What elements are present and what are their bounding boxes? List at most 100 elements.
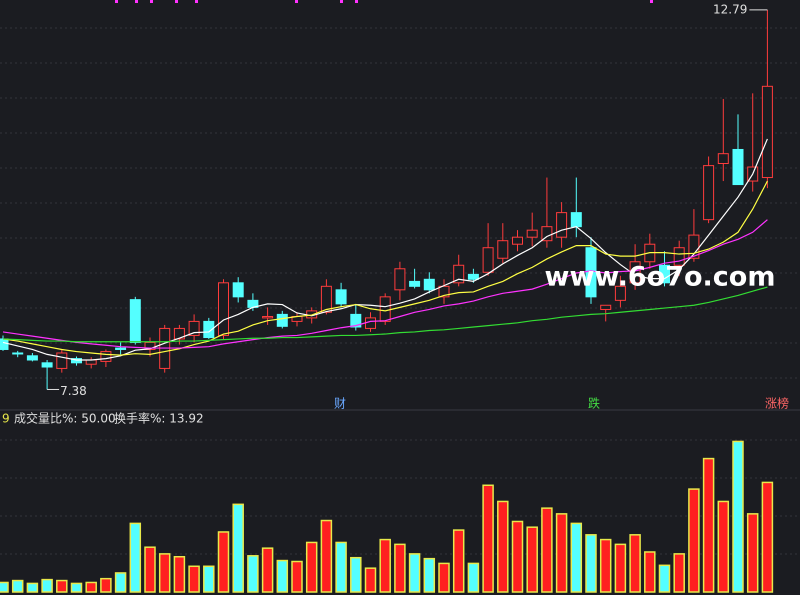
candle-body xyxy=(526,229,538,238)
candle-body xyxy=(556,212,568,238)
volume-bar xyxy=(526,526,538,593)
candle-body xyxy=(438,285,450,298)
candle-body xyxy=(262,315,274,319)
event-tick xyxy=(650,0,653,3)
volume-bar xyxy=(482,484,494,593)
candle-body xyxy=(453,264,465,284)
candle-body xyxy=(56,352,68,369)
volume-bar xyxy=(291,560,303,593)
volume-bar xyxy=(673,553,685,593)
candle-body xyxy=(203,320,215,339)
candle-body xyxy=(673,247,685,266)
moving-average xyxy=(2,219,768,349)
candle-body xyxy=(423,278,435,291)
candle-body xyxy=(512,236,523,245)
volume-bar xyxy=(129,522,142,593)
volume-bar xyxy=(761,481,774,593)
candle-body xyxy=(100,351,112,362)
candle-body xyxy=(276,313,288,327)
volume-bar xyxy=(585,534,597,593)
candle-body xyxy=(350,313,362,328)
low-label: 7.38 xyxy=(60,384,87,398)
volume-bar xyxy=(467,562,480,593)
turnover-rate: 换手率%: 13.92 xyxy=(114,411,204,426)
event-tick xyxy=(150,0,153,3)
candle-body xyxy=(717,153,729,165)
candle-body xyxy=(320,285,332,313)
candle-body xyxy=(232,282,244,298)
volume-bar xyxy=(188,565,200,593)
volume-bar xyxy=(158,553,171,593)
candle-body xyxy=(614,285,626,301)
volume-bar xyxy=(85,581,97,593)
event-tick xyxy=(175,0,178,3)
volume-ratio: 成交量比%: 50.00 xyxy=(14,411,116,426)
volume-bar xyxy=(702,457,715,593)
rise-tag: 涨榜 xyxy=(765,396,789,411)
volume-bar xyxy=(0,581,9,593)
volume-bar xyxy=(203,565,215,593)
moving-average xyxy=(2,138,768,361)
event-tick xyxy=(135,0,138,3)
indicator-id: 9 xyxy=(2,412,10,426)
volume-bar xyxy=(305,541,318,593)
volume-bar xyxy=(232,503,244,593)
candle-body xyxy=(129,299,141,343)
volume-bar xyxy=(26,582,39,593)
candle-body xyxy=(144,341,156,350)
candle-body xyxy=(467,273,479,280)
candle-body xyxy=(732,148,744,186)
candle-body xyxy=(26,355,38,361)
volume-bar xyxy=(688,488,700,593)
volume-bar xyxy=(423,557,436,593)
volume-bar xyxy=(379,538,391,593)
volume-bar xyxy=(394,543,406,593)
volume-bar xyxy=(173,555,186,593)
candle-body xyxy=(173,327,185,340)
volume-bar xyxy=(541,507,553,593)
candle-body xyxy=(703,165,715,221)
candle-body xyxy=(0,338,9,350)
event-tick xyxy=(295,0,298,3)
candle-body xyxy=(41,362,53,368)
event-tick xyxy=(340,0,343,3)
volume-bar xyxy=(644,551,656,593)
volume-bar xyxy=(70,582,83,593)
fall-tag: 跌 xyxy=(588,396,600,411)
volume-bar xyxy=(511,520,524,593)
volume-bar xyxy=(438,562,450,593)
candle-body xyxy=(541,226,553,242)
candle-body xyxy=(761,85,773,179)
high-label: 12.79 xyxy=(713,2,747,16)
volume-bar xyxy=(555,513,568,593)
volume-bar xyxy=(41,578,53,593)
candle-body xyxy=(497,240,509,259)
event-tick xyxy=(115,0,118,3)
candle-body xyxy=(394,268,406,291)
candle-body xyxy=(218,282,229,336)
candle-body xyxy=(409,280,421,287)
volume-bar xyxy=(599,538,612,593)
watermark: www.6o7o.com xyxy=(545,262,776,293)
candle-body xyxy=(482,247,494,273)
volume-bar xyxy=(114,572,127,593)
candle-body xyxy=(188,320,200,336)
event-tick xyxy=(195,0,198,3)
candle-body xyxy=(570,212,582,228)
candle-body xyxy=(659,264,670,284)
volume-bar xyxy=(100,577,112,593)
volume-bar xyxy=(364,567,377,593)
candle-body xyxy=(600,304,612,310)
volume-bar xyxy=(497,500,509,593)
volume-bar xyxy=(452,529,465,593)
volume-bar xyxy=(350,556,362,593)
candle-body xyxy=(12,352,24,355)
event-tick xyxy=(355,0,358,3)
volume-bar xyxy=(217,531,230,593)
candle-body xyxy=(335,289,347,305)
volume-bar xyxy=(320,519,333,593)
volume-bar xyxy=(261,547,274,593)
candle-body xyxy=(629,261,641,284)
volume-bar xyxy=(144,546,156,593)
